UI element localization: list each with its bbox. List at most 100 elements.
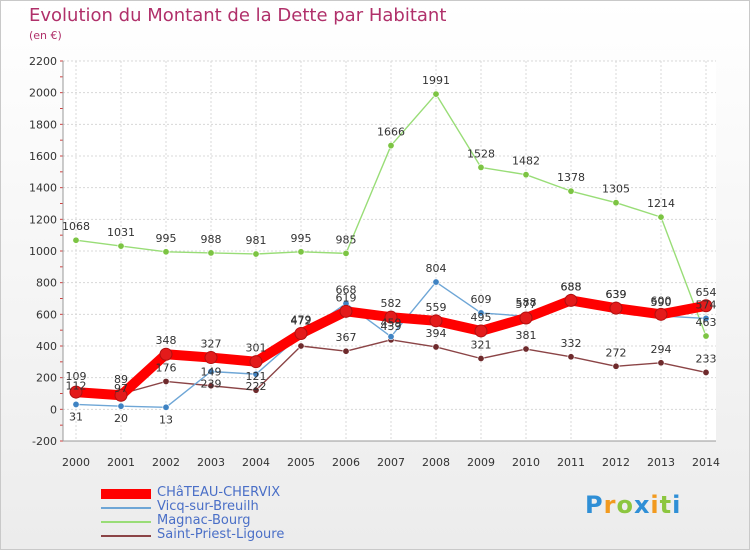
data-label: 1378	[557, 171, 585, 184]
y-tick-label: 800	[36, 277, 57, 290]
data-point	[477, 309, 485, 317]
legend-label: Vicq-sur-Breuilh	[157, 499, 259, 514]
y-tick-label: 0	[50, 403, 57, 416]
data-point	[207, 367, 215, 375]
data-label: 988	[201, 233, 222, 246]
data-label: 985	[336, 233, 357, 246]
data-point	[72, 236, 80, 244]
data-point	[522, 171, 530, 179]
data-label: 688	[561, 280, 582, 293]
chart-subtitle: (en €)	[29, 29, 62, 42]
data-point	[249, 355, 263, 369]
y-tick-label: 1000	[29, 245, 57, 258]
data-label: 381	[516, 329, 537, 342]
data-label: 981	[246, 234, 267, 247]
x-tick-label: 2006	[332, 456, 360, 469]
logo-letter: P	[585, 491, 604, 519]
data-label: 804	[426, 262, 447, 275]
data-point	[117, 402, 125, 410]
data-label: 367	[336, 331, 357, 344]
data-point	[699, 299, 713, 313]
data-point	[252, 370, 260, 378]
data-label: 654	[696, 286, 717, 299]
data-point	[294, 326, 308, 340]
data-point	[252, 250, 260, 258]
data-label: 1305	[602, 183, 630, 196]
x-tick-label: 2004	[242, 456, 270, 469]
data-point	[162, 248, 170, 256]
data-point	[207, 249, 215, 257]
data-point	[567, 187, 575, 195]
chart-title: Evolution du Montant de la Dette par Hab…	[29, 5, 447, 26]
data-point	[609, 301, 623, 315]
y-tick-label: 1200	[29, 213, 57, 226]
data-label: 176	[156, 361, 177, 374]
data-label: 1528	[467, 147, 495, 160]
data-point	[657, 213, 665, 221]
data-label: 13	[159, 413, 173, 426]
data-point	[387, 333, 395, 341]
data-label: 233	[696, 352, 717, 365]
logo-letter: r	[603, 491, 617, 519]
data-point	[72, 400, 80, 408]
data-point	[342, 347, 350, 355]
data-label: 639	[606, 288, 627, 301]
data-point	[612, 362, 620, 370]
data-label: 459	[381, 317, 402, 330]
data-point	[564, 293, 578, 307]
data-point	[252, 386, 260, 394]
data-point	[162, 377, 170, 385]
data-label: 995	[291, 232, 312, 245]
data-point	[702, 332, 710, 340]
y-tick-label: 2200	[29, 55, 57, 68]
data-label: 327	[201, 338, 222, 351]
data-point	[384, 310, 398, 324]
data-point	[702, 368, 710, 376]
data-label: 1666	[377, 126, 405, 139]
x-tick-label: 2013	[647, 456, 675, 469]
legend-label: Magnac-Bourg	[157, 513, 251, 528]
data-point	[297, 248, 305, 256]
data-point	[297, 342, 305, 350]
y-tick-label: 600	[36, 308, 57, 321]
logo-letter: t	[659, 491, 673, 519]
legend-swatch	[101, 521, 151, 523]
data-label: 109	[66, 370, 87, 383]
data-label: 600	[651, 294, 672, 307]
data-label: 590	[651, 296, 672, 309]
data-label: 439	[381, 320, 402, 333]
data-point	[612, 199, 620, 207]
x-tick-label: 2001	[107, 456, 135, 469]
x-tick-label: 2010	[512, 456, 540, 469]
y-tick-label: -200	[32, 435, 57, 448]
y-tick-label: 400	[36, 340, 57, 353]
data-point	[207, 382, 215, 390]
x-tick-label: 2007	[377, 456, 405, 469]
data-label: 294	[651, 343, 672, 356]
data-point	[657, 359, 665, 367]
data-point	[477, 355, 485, 363]
data-label: 1068	[62, 220, 90, 233]
x-tick-label: 2005	[287, 456, 315, 469]
data-point	[342, 249, 350, 257]
data-point	[387, 142, 395, 150]
data-point	[477, 163, 485, 171]
data-label: 301	[246, 342, 267, 355]
data-point	[69, 385, 83, 399]
data-label: 149	[201, 366, 222, 379]
legend-swatch	[101, 489, 151, 499]
y-tick-label: 2000	[29, 87, 57, 100]
x-tick-label: 2000	[62, 456, 90, 469]
data-point	[117, 242, 125, 250]
data-label: 688	[561, 280, 582, 293]
y-tick-label: 1800	[29, 118, 57, 131]
data-label: 348	[156, 334, 177, 347]
data-label: 995	[156, 232, 177, 245]
legend-swatch	[101, 507, 151, 509]
data-label: 639	[606, 288, 627, 301]
data-point	[159, 347, 173, 361]
data-point	[567, 353, 575, 361]
y-tick-label: 1600	[29, 150, 57, 163]
y-tick-label: 200	[36, 372, 57, 385]
logo-letter: i	[672, 491, 682, 519]
